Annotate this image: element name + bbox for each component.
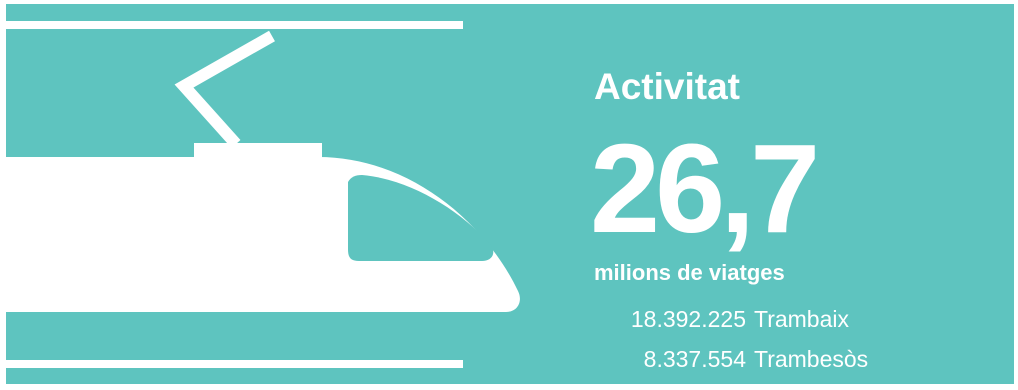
trambaix-value-wrap: 18.392.225 <box>594 308 746 336</box>
page-title: Activitat <box>594 66 740 107</box>
total-trips-unit: milions de viatges <box>594 260 785 285</box>
trambesos-value-wrap: 8.337.554 <box>594 348 746 376</box>
activity-panel: Activitat 26,7 milions de viatges 18.392… <box>6 4 1014 384</box>
trambesos-label: Trambesòs <box>754 346 869 372</box>
total-trips-value: 26,7 <box>590 118 820 259</box>
trambaix-label: Trambaix <box>754 306 849 332</box>
trambaix-trips-value: 18.392.225 <box>630 306 746 332</box>
trambesos-trips-value: 8.337.554 <box>643 346 746 372</box>
tram-icon <box>6 21 520 368</box>
